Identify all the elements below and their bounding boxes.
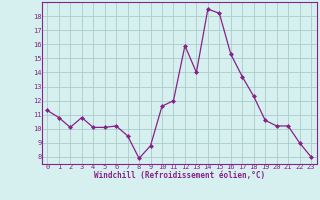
X-axis label: Windchill (Refroidissement éolien,°C): Windchill (Refroidissement éolien,°C) [94,171,265,180]
